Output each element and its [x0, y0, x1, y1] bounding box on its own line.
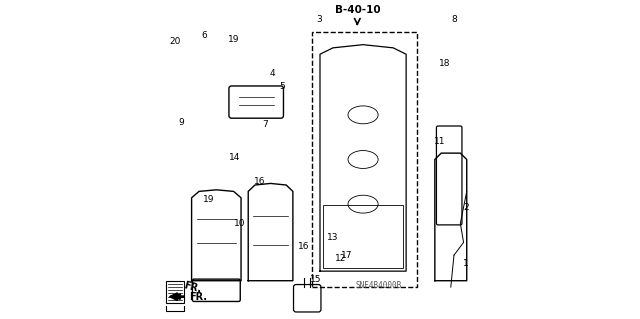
- Text: 3: 3: [317, 15, 322, 24]
- Text: 13: 13: [327, 233, 339, 242]
- Text: 17: 17: [341, 251, 353, 260]
- Text: FR.: FR.: [183, 281, 203, 295]
- Text: 9: 9: [179, 118, 184, 127]
- Text: 19: 19: [203, 195, 214, 204]
- Text: FR.: FR.: [176, 292, 207, 302]
- Text: 16: 16: [254, 177, 266, 186]
- Text: 6: 6: [202, 31, 207, 40]
- Text: 11: 11: [434, 137, 445, 146]
- Text: 20: 20: [169, 37, 180, 46]
- Text: 16: 16: [298, 242, 309, 251]
- Bar: [166, 281, 184, 303]
- Text: 15: 15: [310, 275, 321, 284]
- Bar: [312, 32, 417, 287]
- Text: 2: 2: [463, 203, 469, 212]
- Bar: [323, 205, 403, 268]
- Text: SNF4B4000B: SNF4B4000B: [356, 281, 402, 290]
- Text: 12: 12: [335, 254, 346, 263]
- Text: 8: 8: [451, 15, 457, 24]
- Text: B-40-10: B-40-10: [335, 4, 380, 15]
- Text: 19: 19: [227, 35, 239, 44]
- Text: 4: 4: [270, 69, 276, 78]
- Text: 14: 14: [229, 153, 241, 162]
- Text: 1: 1: [463, 259, 469, 268]
- Text: 18: 18: [439, 59, 451, 68]
- Text: 7: 7: [262, 120, 268, 129]
- Text: 10: 10: [234, 219, 245, 228]
- Text: 5: 5: [279, 82, 285, 91]
